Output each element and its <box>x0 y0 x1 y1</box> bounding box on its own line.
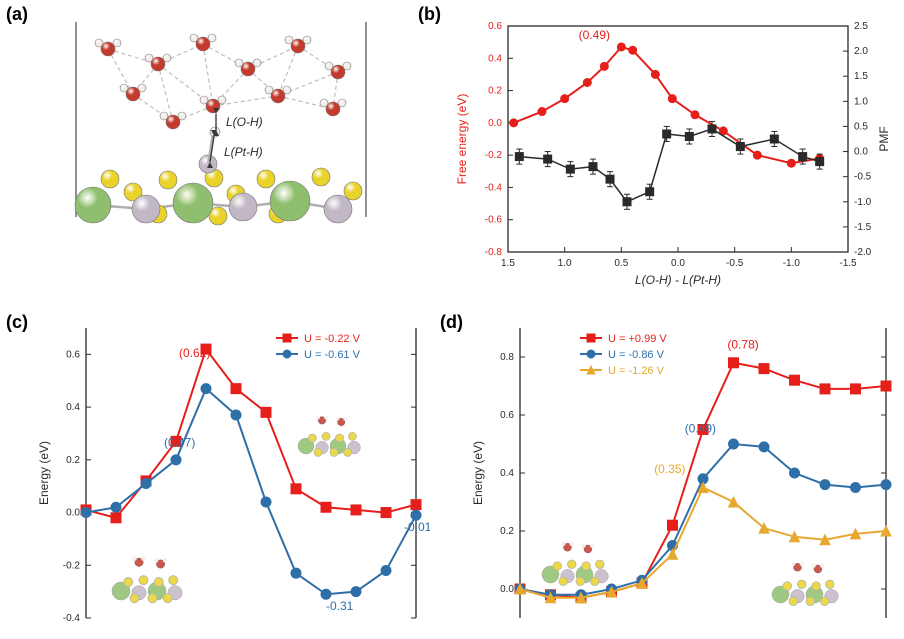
svg-text:-0.31: -0.31 <box>326 599 354 613</box>
legend: U = +0.99 V U = -0.86 V U = -1.26 V <box>580 333 667 377</box>
svg-text:-1.0: -1.0 <box>783 258 801 269</box>
panel-d-label: (d) <box>440 312 463 333</box>
svg-text:-0.8: -0.8 <box>485 247 503 258</box>
svg-text:(0.35): (0.35) <box>654 462 685 476</box>
svg-text:0.6: 0.6 <box>66 349 80 360</box>
panel-c-label: (c) <box>6 312 28 333</box>
svg-text:U = -1.26 V: U = -1.26 V <box>608 365 665 377</box>
svg-text:Energy (eV): Energy (eV) <box>471 441 485 505</box>
svg-text:-0.5: -0.5 <box>726 258 744 269</box>
svg-text:0.2: 0.2 <box>488 86 502 97</box>
svg-text:(0.62): (0.62) <box>179 346 210 360</box>
svg-c: 0.6 0.4 0.2 0.0 -0.2 -0.4 Energy (eV) U = -0.22… <box>30 318 430 632</box>
svg-text:-0.2: -0.2 <box>485 150 503 161</box>
svg-text:0.5: 0.5 <box>854 121 868 132</box>
svg-text:0.6: 0.6 <box>488 21 502 32</box>
panel-c: 0.6 0.4 0.2 0.0 -0.2 -0.4 Energy (eV) U = -0.22… <box>30 318 430 632</box>
svg-text:1.5: 1.5 <box>854 71 868 82</box>
svg-text:0.2: 0.2 <box>66 455 80 466</box>
svg-d: 0.80.60.40.20.0Energy (eV)U = +0.99 VU =… <box>464 318 900 632</box>
panel-b-svg: 1.5 1.0 0.5 0.0 -0.5 -1.0 -1.5 0.6 0.4 0.2 0.0 -0.2… <box>444 14 900 294</box>
svg-text:U = +0.99 V: U = +0.99 V <box>608 333 667 345</box>
svg-text:(0.49): (0.49) <box>685 421 716 435</box>
svg-text:-0.01: -0.01 <box>404 520 430 534</box>
svg-text:0.8: 0.8 <box>500 352 514 363</box>
svg-text:2.0: 2.0 <box>854 46 868 57</box>
svg-text:0.4: 0.4 <box>66 402 80 413</box>
legend: U = -0.22 V U = -0.61 V <box>276 333 361 361</box>
svg-text:L(O-H) - L(Pt-H): L(O-H) - L(Pt-H) <box>635 273 721 287</box>
svg-text:-0.2: -0.2 <box>63 560 81 571</box>
svg-text:0.0: 0.0 <box>488 118 502 129</box>
svg-text:-1.5: -1.5 <box>854 222 872 233</box>
svg-text:1.0: 1.0 <box>558 258 572 269</box>
svg-text:(0.47): (0.47) <box>164 436 195 450</box>
svg-text:0.2: 0.2 <box>500 526 514 537</box>
svg-text:L(O-H): L(O-H) <box>226 115 263 129</box>
svg-text:0.0: 0.0 <box>854 147 868 158</box>
panel-d: 0.80.60.40.20.0Energy (eV)U = +0.99 VU =… <box>464 318 900 632</box>
svg-text:-0.6: -0.6 <box>485 215 503 226</box>
svg-text:U = -0.22 V: U = -0.22 V <box>304 333 361 345</box>
svg-text:Free energy (eV): Free energy (eV) <box>455 94 469 185</box>
svg-text:0.6: 0.6 <box>500 410 514 421</box>
panel-b: 1.5 1.0 0.5 0.0 -0.5 -1.0 -1.5 0.6 0.4 0.2 0.0 -0.2… <box>444 14 900 294</box>
svg-text:1.5: 1.5 <box>501 258 515 269</box>
svg-text:0.4: 0.4 <box>500 468 514 479</box>
svg-text:U = -0.61 V: U = -0.61 V <box>304 349 361 361</box>
svg-text:0.4: 0.4 <box>488 53 502 64</box>
svg-text:-0.4: -0.4 <box>485 182 503 193</box>
panel-a-svg: L(O-H) L(Pt-H) <box>38 14 398 294</box>
svg-text:0.0: 0.0 <box>500 584 514 595</box>
svg-text:U = -0.86 V: U = -0.86 V <box>608 349 665 361</box>
svg-text:0.5: 0.5 <box>614 258 628 269</box>
svg-text:(0.78): (0.78) <box>727 337 758 351</box>
svg-text:2.5: 2.5 <box>854 21 868 32</box>
svg-text:1.0: 1.0 <box>854 96 868 107</box>
svg-text:-0.4: -0.4 <box>63 613 81 624</box>
svg-text:-1.0: -1.0 <box>854 197 872 208</box>
svg-text:Energy (eV): Energy (eV) <box>37 441 51 505</box>
panel-b-label: (b) <box>418 4 441 25</box>
svg-text:(0.49): (0.49) <box>579 28 610 42</box>
svg-text:0.0: 0.0 <box>66 508 80 519</box>
svg-text:-1.5: -1.5 <box>839 258 857 269</box>
svg-text:L(Pt-H): L(Pt-H) <box>224 145 263 159</box>
svg-text:-2.0: -2.0 <box>854 247 872 258</box>
svg-text:0.0: 0.0 <box>671 258 685 269</box>
panel-a: L(O-H) L(Pt-H) <box>38 14 398 294</box>
svg-text:-0.5: -0.5 <box>854 172 872 183</box>
svg-text:PMF: PMF <box>877 126 891 151</box>
panel-a-label: (a) <box>6 4 28 25</box>
